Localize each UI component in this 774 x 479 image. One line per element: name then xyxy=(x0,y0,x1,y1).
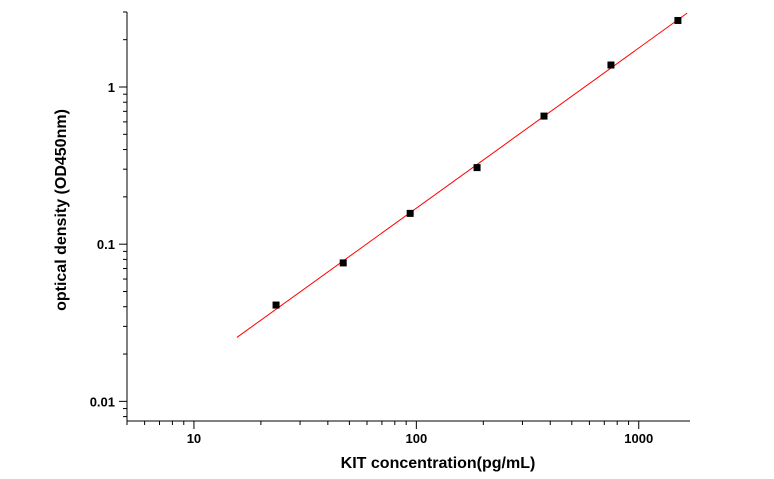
y-axis: 0.01 0.1 1 xyxy=(90,11,128,421)
x-tick-label: 1000 xyxy=(624,431,653,446)
data-point xyxy=(473,164,481,172)
fit-line xyxy=(236,12,688,338)
x-axis: 10 100 1000 xyxy=(126,420,690,446)
data-point xyxy=(406,209,414,217)
data-point xyxy=(272,301,280,309)
data-point xyxy=(674,16,682,24)
plot-area xyxy=(236,12,688,338)
y-axis-title: optical density (OD450nm) xyxy=(53,109,70,311)
data-point xyxy=(540,112,548,120)
x-tick-label: 10 xyxy=(187,431,201,446)
data-point xyxy=(607,61,615,69)
x-tick-label: 100 xyxy=(405,431,427,446)
y-tick-label: 1 xyxy=(108,80,115,95)
y-tick-label: 0.01 xyxy=(90,394,115,409)
y-tick-label: 0.1 xyxy=(97,237,115,252)
x-axis-title: KIT concentration(pg/mL) xyxy=(341,455,536,472)
data-point xyxy=(339,259,347,267)
